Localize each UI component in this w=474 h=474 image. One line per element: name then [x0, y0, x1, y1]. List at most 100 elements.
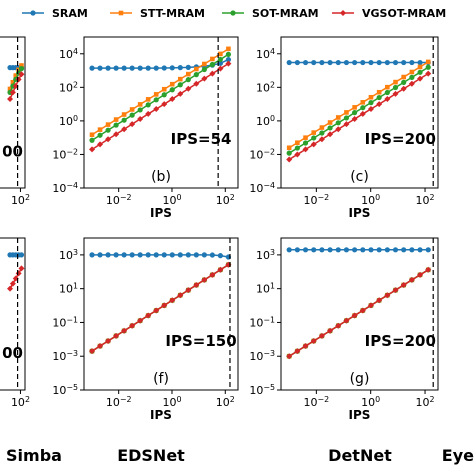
- y-tick-label: 102: [59, 80, 78, 94]
- panels: 102 00 104 102 100 10−2 10−4 10−2 100 102 IPS=54 (b…: [0, 36, 439, 465]
- data-point: [392, 287, 399, 294]
- data-point: [201, 75, 208, 82]
- ips-annotation: IPS=200: [365, 332, 436, 350]
- data-point: [417, 59, 423, 66]
- data-point: [226, 46, 231, 52]
- data-point: [352, 247, 358, 253]
- panel-label: (f): [153, 371, 169, 387]
- legend-label: SRAM: [52, 7, 88, 20]
- data-point: [302, 140, 309, 146]
- data-point: [177, 292, 184, 299]
- data-point: [376, 297, 383, 304]
- y-tick-label: 100: [59, 114, 78, 128]
- data-point: [385, 84, 390, 90]
- y-tick-label: 102: [256, 80, 275, 94]
- data-point: [217, 60, 223, 66]
- model-label: EDSNet: [117, 446, 185, 465]
- data-point: [408, 80, 415, 87]
- data-point: [105, 136, 112, 143]
- data-point: [352, 110, 358, 116]
- data-point: [18, 71, 25, 78]
- legend-item-vgsot-mram: VGSOT-MRAM: [332, 7, 446, 20]
- plot-frame: [280, 36, 439, 189]
- data-point: [217, 56, 223, 63]
- y-tick-label: 10−3: [52, 349, 78, 363]
- data-point: [327, 131, 334, 138]
- data-point: [97, 141, 104, 148]
- data-point: [129, 65, 135, 71]
- data-point: [425, 247, 431, 253]
- data-point: [201, 66, 207, 73]
- data-point: [153, 106, 160, 113]
- data-point: [384, 96, 391, 103]
- data-point: [376, 101, 383, 108]
- plot-area: [286, 238, 434, 390]
- data-point: [225, 51, 232, 57]
- data-point: [16, 67, 21, 73]
- data-point: [97, 343, 104, 350]
- data-point: [367, 106, 374, 113]
- model-label: DetNet: [328, 446, 392, 465]
- data-point: [319, 125, 325, 130]
- data-point: [18, 252, 25, 258]
- data-point: [359, 307, 366, 314]
- data-point: [121, 117, 127, 123]
- data-point: [161, 252, 167, 258]
- data-point: [401, 59, 407, 66]
- data-point: [18, 66, 25, 72]
- data-point: [153, 252, 159, 258]
- data-point: [286, 353, 293, 360]
- data-point: [335, 59, 341, 66]
- x-tick-label: 102: [216, 395, 235, 409]
- data-point: [343, 115, 350, 121]
- data-point: [105, 122, 111, 127]
- data-point: [137, 65, 143, 71]
- data-point: [368, 247, 374, 253]
- data-point: [409, 74, 415, 80]
- data-point: [400, 85, 407, 92]
- data-point: [425, 70, 432, 77]
- data-point: [185, 77, 191, 83]
- data-point: [7, 86, 13, 92]
- plot-area: [286, 37, 434, 188]
- data-point: [319, 130, 325, 136]
- panel-e: 102 00 Simba: [0, 237, 62, 465]
- data-point: [201, 276, 208, 283]
- data-point: [360, 59, 366, 66]
- data-point: [169, 297, 176, 304]
- data-point: [19, 63, 24, 68]
- legend-item-sram: SRAM: [22, 7, 88, 20]
- data-point: [319, 59, 325, 66]
- data-point: [286, 145, 292, 151]
- x-tick-label: 10−2: [304, 193, 330, 207]
- data-point: [294, 59, 300, 66]
- data-point: [294, 247, 300, 253]
- data-point: [177, 65, 183, 71]
- data-point: [185, 85, 192, 92]
- x-tick-label: 100: [361, 193, 380, 207]
- y-tick-label: 10−1: [52, 315, 78, 329]
- y-tick-label: 104: [59, 47, 78, 61]
- data-point: [384, 292, 391, 299]
- data-point: [368, 94, 374, 100]
- data-point: [169, 81, 175, 87]
- plot-frame: [280, 237, 439, 391]
- x-axis-label: IPS: [349, 206, 371, 220]
- legend-label: VGSOT-MRAM: [362, 7, 446, 20]
- data-point: [97, 252, 103, 258]
- data-point: [359, 110, 366, 117]
- data-point: [177, 90, 184, 97]
- panel-label: (b): [151, 169, 171, 185]
- data-point: [169, 65, 175, 71]
- legend-label: STT-MRAM: [140, 7, 205, 20]
- data-point: [145, 65, 151, 71]
- x-tick-label: 10−2: [304, 395, 330, 409]
- plot-frame: [0, 36, 26, 189]
- y-tick-label: 101: [256, 282, 275, 296]
- x-tick-label: 102: [11, 193, 30, 207]
- y-tick-label: 10−4: [52, 181, 78, 195]
- data-point: [408, 276, 415, 283]
- data-point: [169, 96, 176, 103]
- y-tick-label: 10−2: [52, 147, 78, 161]
- data-point: [360, 100, 366, 105]
